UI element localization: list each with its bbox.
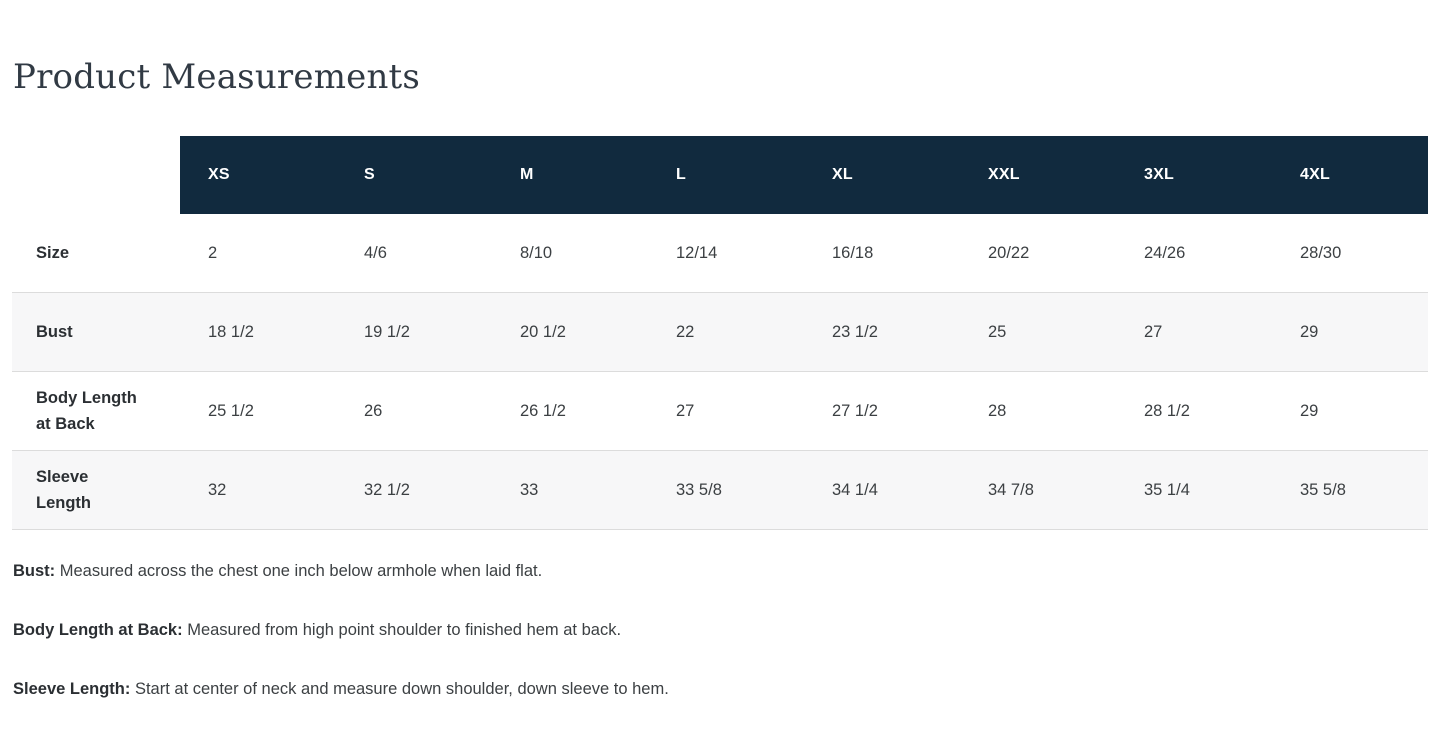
- note-body-length-term: Body Length at Back:: [13, 621, 183, 639]
- cell-size-xxl: 20/22: [988, 243, 1030, 262]
- cell-sleeve-l: 33 5/8: [676, 480, 722, 499]
- page-title: Product Measurements: [13, 57, 421, 97]
- note-body-length: Body Length at Back: Measured from high …: [13, 619, 1445, 641]
- note-sleeve-length: Sleeve Length: Start at center of neck a…: [13, 678, 1445, 700]
- cell-bust-m: 20 1/2: [520, 322, 566, 341]
- cell-sleeve-m: 33: [520, 480, 539, 499]
- note-bust: Bust: Measured across the chest one inch…: [13, 560, 1445, 582]
- cell-sleeve-4xl: 35 5/8: [1300, 480, 1346, 499]
- cell-bodylength-xxl: 28: [988, 401, 1007, 420]
- cell-bodylength-l: 27: [676, 401, 695, 420]
- row-label-size: Size: [36, 244, 70, 262]
- cell-size-xl: 16/18: [832, 243, 874, 262]
- cell-size-l: 12/14: [676, 243, 718, 262]
- cell-bodylength-xl: 27 1/2: [832, 401, 878, 420]
- measurement-notes: Bust: Measured across the chest one inch…: [13, 560, 1445, 700]
- cell-bust-3xl: 27: [1144, 322, 1163, 341]
- cell-size-xs: 2: [208, 243, 218, 262]
- note-bust-text: Measured across the chest one inch below…: [59, 562, 543, 580]
- cell-size-s: 4/6: [364, 243, 387, 262]
- note-sleeve-length-term: Sleeve Length:: [13, 680, 131, 698]
- table-row-sleeve-length: Sleeve Length 32 32 1/2 33 33 5/8 34 1/4…: [12, 451, 1428, 530]
- cell-bodylength-3xl: 28 1/2: [1144, 401, 1190, 420]
- column-header-l: L: [648, 136, 804, 214]
- header-corner-cell: [12, 136, 180, 214]
- cell-bust-xs: 18 1/2: [208, 322, 254, 341]
- column-header-xs: XS: [180, 136, 336, 214]
- cell-bust-4xl: 29: [1300, 322, 1319, 341]
- table-header-row: XS S M L XL XXL 3XL 4XL: [12, 136, 1428, 214]
- cell-size-4xl: 28/30: [1300, 243, 1342, 262]
- cell-bodylength-xs: 25 1/2: [208, 401, 254, 420]
- note-bust-term: Bust:: [13, 562, 56, 580]
- table-row-size: Size 2 4/6 8/10 12/14 16/18 20/22 24/26 …: [12, 214, 1428, 293]
- table-row-bust: Bust 18 1/2 19 1/2 20 1/2 22 23 1/2 25 2…: [12, 293, 1428, 372]
- cell-bodylength-s: 26: [364, 401, 383, 420]
- cell-bust-xxl: 25: [988, 322, 1007, 341]
- cell-bust-l: 22: [676, 322, 695, 341]
- cell-sleeve-xs: 32: [208, 480, 227, 499]
- column-header-3xl: 3XL: [1116, 136, 1272, 214]
- note-sleeve-length-text: Start at center of neck and measure down…: [134, 680, 669, 698]
- column-header-m: M: [492, 136, 648, 214]
- cell-size-m: 8/10: [520, 243, 553, 262]
- cell-sleeve-xl: 34 1/4: [832, 480, 878, 499]
- cell-sleeve-3xl: 35 1/4: [1144, 480, 1190, 499]
- cell-size-3xl: 24/26: [1144, 243, 1186, 262]
- cell-sleeve-xxl: 34 7/8: [988, 480, 1034, 499]
- table-row-body-length: Body Length at Back 25 1/2 26 26 1/2 27 …: [12, 372, 1428, 451]
- row-label-body-length: Body Length at Back: [36, 389, 137, 433]
- measurements-table: XS S M L XL XXL 3XL 4XL Size 2 4/6 8/10 …: [12, 136, 1428, 530]
- cell-bodylength-m: 26 1/2: [520, 401, 566, 420]
- column-header-s: S: [336, 136, 492, 214]
- column-header-xl: XL: [804, 136, 960, 214]
- cell-bust-xl: 23 1/2: [832, 322, 878, 341]
- cell-bodylength-4xl: 29: [1300, 401, 1319, 420]
- row-label-sleeve-length: Sleeve Length: [36, 468, 91, 512]
- column-header-4xl: 4XL: [1272, 136, 1428, 214]
- column-header-xxl: XXL: [960, 136, 1116, 214]
- product-measurements-page: Product Measurements XS S M L XL XXL 3XL…: [0, 56, 1445, 755]
- cell-bust-s: 19 1/2: [364, 322, 410, 341]
- note-body-length-text: Measured from high point shoulder to fin…: [187, 621, 622, 639]
- row-label-bust: Bust: [36, 323, 73, 341]
- cell-sleeve-s: 32 1/2: [364, 480, 410, 499]
